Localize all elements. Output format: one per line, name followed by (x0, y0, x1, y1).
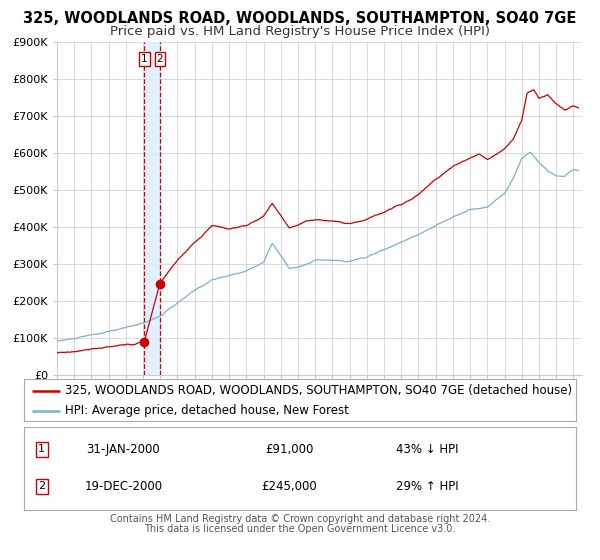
Text: HPI: Average price, detached house, New Forest: HPI: Average price, detached house, New … (65, 404, 349, 417)
Text: 1: 1 (141, 54, 148, 64)
Text: Price paid vs. HM Land Registry's House Price Index (HPI): Price paid vs. HM Land Registry's House … (110, 25, 490, 38)
Text: £91,000: £91,000 (265, 442, 313, 456)
Text: 43% ↓ HPI: 43% ↓ HPI (396, 442, 458, 456)
Text: 2: 2 (157, 54, 163, 64)
Text: 2: 2 (38, 482, 45, 491)
Text: Contains HM Land Registry data © Crown copyright and database right 2024.: Contains HM Land Registry data © Crown c… (110, 514, 490, 524)
Text: 325, WOODLANDS ROAD, WOODLANDS, SOUTHAMPTON, SO40 7GE (detached house): 325, WOODLANDS ROAD, WOODLANDS, SOUTHAMP… (65, 384, 572, 398)
Text: 325, WOODLANDS ROAD, WOODLANDS, SOUTHAMPTON, SO40 7GE: 325, WOODLANDS ROAD, WOODLANDS, SOUTHAMP… (23, 11, 577, 26)
Text: 19-DEC-2000: 19-DEC-2000 (84, 480, 163, 493)
Bar (145, 42, 160, 375)
Text: 29% ↑ HPI: 29% ↑ HPI (395, 480, 458, 493)
Text: 1: 1 (38, 444, 45, 454)
Text: £245,000: £245,000 (261, 480, 317, 493)
Text: 31-JAN-2000: 31-JAN-2000 (86, 442, 160, 456)
Text: This data is licensed under the Open Government Licence v3.0.: This data is licensed under the Open Gov… (145, 524, 455, 534)
